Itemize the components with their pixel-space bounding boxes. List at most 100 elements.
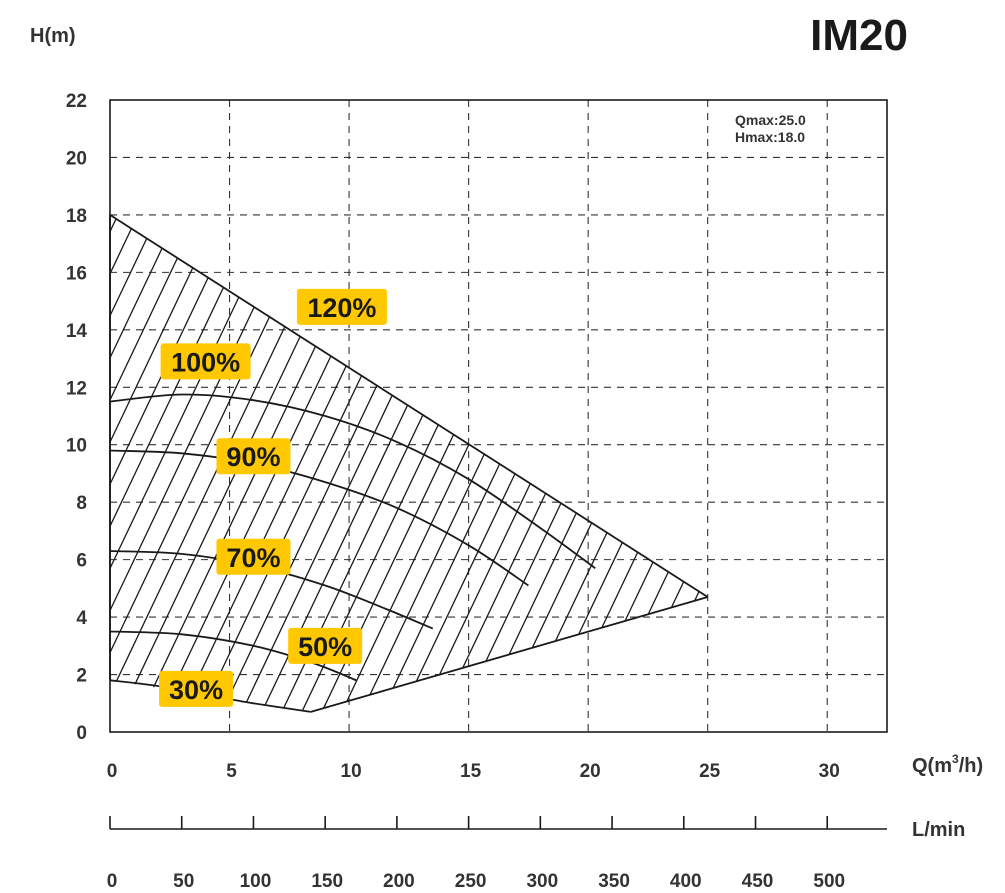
hatch-line: [880, 0, 1005, 800]
hatch-line: [780, 0, 1005, 800]
curve-min: [310, 596, 708, 713]
speed-badge: 120%: [296, 288, 387, 325]
hatch-line: [139, 214, 521, 712]
hatch-line: [259, 214, 641, 712]
hatch-line: [539, 214, 708, 712]
y-tick-label: 0: [76, 723, 87, 744]
hatch-line: [379, 214, 708, 712]
secondary-tick-label: 250: [455, 871, 487, 892]
hatch-line: [920, 0, 1005, 800]
speed-badge-label: 90%: [226, 442, 280, 472]
hatch-line: [119, 214, 501, 712]
grid: [110, 100, 887, 732]
secondary-tick-label: 0: [107, 871, 118, 892]
secondary-tick-label: 350: [598, 871, 630, 892]
hatch-line: [110, 214, 421, 712]
hatch-line: [940, 0, 1005, 800]
hatch-line: [619, 214, 708, 712]
hatch-line: [840, 0, 1005, 800]
hatch-line: [399, 214, 708, 712]
curves: [109, 214, 709, 713]
secondary-tick-label: 450: [742, 871, 774, 892]
hatch-line: [860, 0, 1005, 800]
y-tick-label: 2: [76, 666, 87, 687]
y-tick-label: 8: [76, 493, 87, 514]
secondary-tick-label: 400: [670, 871, 702, 892]
x-tick-label: 15: [460, 761, 482, 782]
secondary-tick-label: 200: [383, 871, 415, 892]
y-tick-label: 20: [66, 148, 87, 169]
hatch-line: [110, 214, 181, 712]
secondary-axis-label: L/min: [912, 819, 965, 841]
hatch-line: [499, 214, 708, 712]
hatch-line: [319, 214, 701, 712]
secondary-tick-label: 500: [813, 871, 845, 892]
hatch-line: [110, 214, 281, 712]
operating-region-hatch: [0, 0, 1005, 800]
x-tick-label: 0: [107, 761, 118, 782]
hatch-line: [199, 214, 581, 712]
hatch-line: [0, 0, 80, 800]
y-axis-label: H(m): [30, 25, 76, 47]
speed-badge: 30%: [159, 670, 234, 707]
y-tick-label: 14: [66, 321, 88, 342]
curve-50pct: [109, 630, 357, 682]
hatch-line: [110, 214, 481, 712]
y-tick-label: 6: [76, 551, 87, 572]
secondary-tick-label: 50: [173, 871, 194, 892]
hatch-line: [110, 214, 461, 712]
hatch-line: [179, 214, 561, 712]
x-ticks: 0 5 10 15 20 25 30: [107, 761, 840, 782]
speed-badge-label: 100%: [171, 347, 240, 377]
speed-badge: 70%: [216, 538, 291, 575]
secondary-ticks: 0 50 100 150 200 250 300 350 400 450 500: [107, 816, 845, 892]
x-tick-label: 5: [226, 761, 237, 782]
hatch-line: [299, 214, 681, 712]
x-tick-label: 25: [699, 761, 721, 782]
hatch-line: [820, 0, 1005, 800]
hatch-line: [980, 0, 1005, 800]
speed-badge: 50%: [288, 627, 363, 664]
hatch-line: [159, 214, 541, 712]
hatch-line: [239, 214, 621, 712]
y-tick-label: 12: [66, 378, 87, 399]
y-tick-label: 22: [66, 91, 87, 112]
speed-badge-background: [216, 438, 291, 475]
hatch-line: [279, 214, 661, 712]
hatch-line: [960, 0, 1005, 800]
hatch-line: [800, 0, 1005, 800]
chart-title: IM20: [810, 11, 908, 60]
speed-badge-background: [288, 627, 363, 664]
secondary-tick-label: 300: [526, 871, 558, 892]
curve-90pct: [109, 449, 529, 587]
speed-badge-background: [160, 343, 251, 380]
curve-100pct: [109, 393, 596, 570]
plot-frame: [109, 99, 888, 733]
hatch-line: [659, 214, 708, 712]
speed-badge-label: 50%: [298, 632, 352, 662]
hatch-line: [110, 214, 121, 712]
hatch-line: [639, 214, 708, 712]
hmax-info: Hmax:18.0: [735, 129, 805, 145]
speed-badge-label: 30%: [169, 675, 223, 705]
speed-labels: 120% 100% 90% 70% 50% 30%: [159, 288, 387, 707]
hatch-line: [110, 214, 361, 712]
qmax-info: Qmax:25.0: [735, 112, 806, 128]
curve-120pct: [109, 214, 709, 598]
speed-badge-label: 120%: [307, 293, 376, 323]
hatch-line: [359, 214, 708, 712]
speed-badge: 90%: [216, 438, 291, 475]
hatch-line: [110, 214, 341, 712]
x-axis-label: Q(m3/h): [912, 752, 983, 777]
hatch-line: [219, 214, 601, 712]
y-tick-label: 10: [66, 436, 87, 457]
hatch-line: [110, 214, 401, 712]
y-ticks: 0 2 4 6 8 10 12 14 16 18 20 22: [66, 91, 88, 744]
y-tick-label: 18: [66, 206, 87, 227]
y-tick-label: 4: [76, 608, 87, 629]
speed-badge-label: 70%: [226, 543, 280, 573]
secondary-tick-label: 150: [311, 871, 343, 892]
y-tick-label: 16: [66, 263, 87, 284]
hatch-line: [900, 0, 1005, 800]
